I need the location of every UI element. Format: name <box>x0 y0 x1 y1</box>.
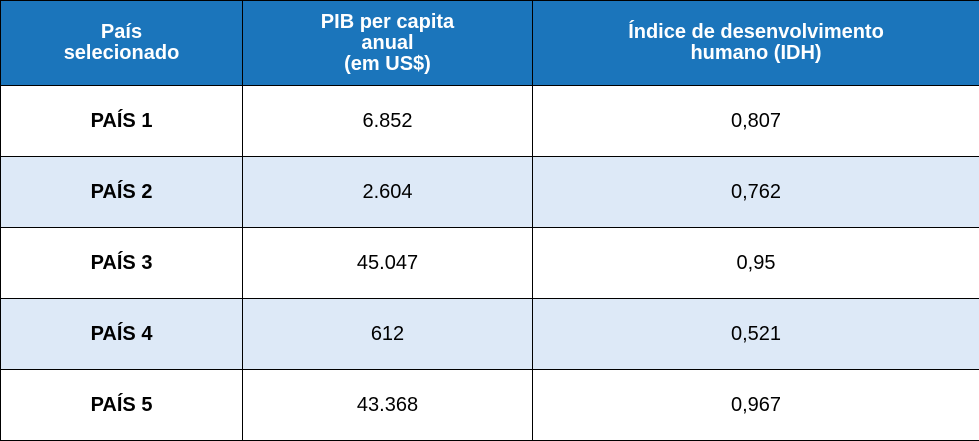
header-text: anual <box>243 33 532 54</box>
row-label: PAÍS 1 <box>1 86 243 157</box>
cell: 0,807 <box>533 86 979 157</box>
cell: 612 <box>243 299 533 370</box>
cell: 2.604 <box>243 157 533 228</box>
cell: 0,762 <box>533 157 979 228</box>
row-label: PAÍS 4 <box>1 299 243 370</box>
cell: 0,967 <box>533 370 979 441</box>
header-text: (em US$) <box>243 54 532 75</box>
header-text: PIB per capita <box>243 12 532 33</box>
header-text: humano (IDH) <box>533 43 979 64</box>
header-text: País <box>1 22 242 43</box>
header-text: selecionado <box>1 43 242 64</box>
row-label: PAÍS 5 <box>1 370 243 441</box>
cell: 0,521 <box>533 299 979 370</box>
row-label: PAÍS 3 <box>1 228 243 299</box>
header-text: Índice de desenvolvimento <box>533 22 979 43</box>
cell: 43.368 <box>243 370 533 441</box>
cell: 6.852 <box>243 86 533 157</box>
cell: 0,95 <box>533 228 979 299</box>
row-label: PAÍS 2 <box>1 157 243 228</box>
cell: 45.047 <box>243 228 533 299</box>
